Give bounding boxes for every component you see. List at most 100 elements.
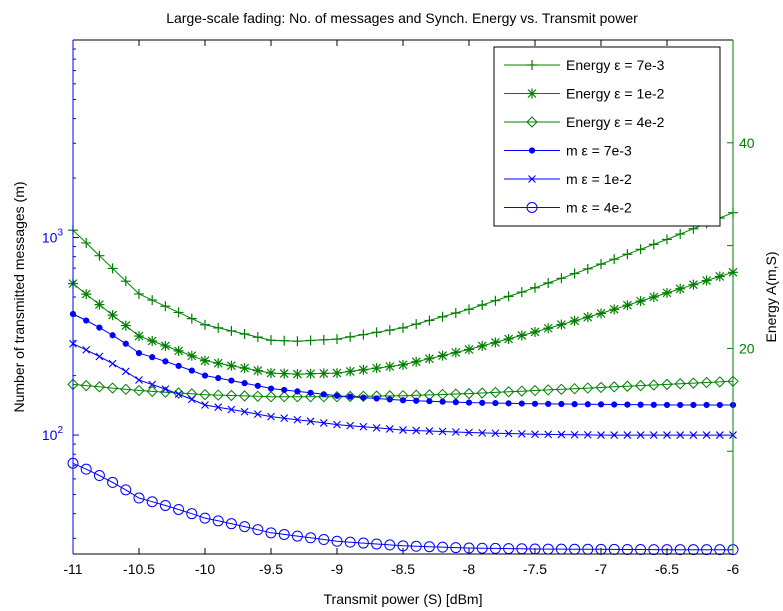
series-point: [450, 308, 461, 319]
series-point: [345, 366, 356, 377]
x-axis-ticks: -11 -10.5 -10 -9.5 -9 -8.5 -8 -7.5 -7 -6.5 -6: [63, 40, 739, 577]
series-point: [503, 333, 514, 344]
legend-entry: m ε = 4e-2: [504, 200, 632, 216]
series-point: [687, 544, 699, 556]
series-point: [635, 296, 646, 307]
legend-entry: Energy ε = 4e-2: [504, 114, 665, 130]
series-point: [318, 368, 329, 379]
series-5: [69, 339, 737, 439]
series-point: [582, 382, 594, 394]
y-left-axis-label: Number of transmitted messages (m): [11, 181, 27, 412]
series-point: [294, 388, 301, 395]
x-tick-label: -7.5: [523, 561, 547, 577]
series-point: [278, 528, 290, 540]
series-point: [621, 380, 634, 392]
series-point: [437, 311, 448, 322]
series-point: [596, 259, 606, 270]
series-point: [384, 325, 395, 336]
series-point: [359, 422, 368, 431]
series-point: [266, 335, 276, 346]
series-point: [530, 326, 540, 337]
legend-entry: Energy ε = 7e-3: [504, 57, 665, 73]
series-point: [611, 401, 618, 408]
series-point: [450, 347, 461, 358]
series-point: [304, 391, 317, 403]
series-point: [492, 399, 499, 407]
series-point: [279, 335, 290, 346]
y-right-tick-label: 40: [739, 135, 755, 151]
series-point: [199, 388, 211, 401]
series-point: [386, 396, 393, 403]
series-point: [225, 518, 237, 530]
series-point: [610, 431, 619, 439]
series-point: [399, 397, 407, 404]
series-point: [662, 287, 672, 298]
series-point: [307, 389, 314, 396]
series-point: [291, 391, 304, 403]
series-point: [173, 307, 184, 318]
series-point: [596, 308, 606, 319]
series-point: [96, 324, 103, 331]
series-point: [265, 391, 277, 403]
series-point: [292, 369, 303, 380]
series-point: [582, 312, 593, 323]
series-point: [160, 340, 171, 351]
series-point: [398, 359, 408, 370]
series-point: [373, 395, 380, 402]
legend-marker: [526, 116, 538, 128]
series-point: [238, 390, 251, 402]
series-point: [676, 431, 685, 439]
series-point: [106, 382, 119, 394]
series-point: [597, 401, 605, 408]
series-point: [624, 401, 631, 408]
series-point: [584, 401, 591, 408]
series-point: [648, 544, 660, 556]
series-point: [133, 492, 145, 504]
x-tick-label: -11: [63, 561, 82, 577]
x-tick-label: -8: [463, 561, 476, 577]
series-point: [609, 254, 620, 265]
x-tick-label: -9: [331, 561, 344, 577]
series-point: [159, 500, 171, 512]
series-point: [94, 299, 105, 310]
series-point: [518, 400, 525, 407]
series-point: [571, 401, 578, 408]
x-tick-label: -8.5: [391, 561, 415, 577]
series-point: [622, 300, 633, 311]
series-point: [503, 291, 514, 302]
series-point: [530, 282, 540, 293]
series-point: [465, 428, 473, 437]
series-point: [318, 534, 330, 546]
series-point: [212, 389, 224, 401]
series-point: [147, 335, 158, 346]
series-point: [703, 401, 710, 409]
series-point: [372, 423, 381, 432]
series-point: [558, 400, 565, 408]
series-point: [252, 332, 263, 343]
series-point: [675, 283, 686, 294]
series-layer: [67, 207, 739, 556]
legend: Energy ε = 7e-3 Energy ε = 1e-2 Energy ε =…: [493, 46, 721, 227]
series-point: [411, 319, 422, 330]
series-point: [253, 410, 262, 419]
series-point: [701, 275, 712, 286]
series-2: [68, 267, 738, 380]
series-point: [635, 244, 646, 255]
series-point: [477, 340, 488, 351]
series-point: [648, 379, 660, 391]
series-point: [476, 387, 488, 399]
legend-label: m ε = 1e-2: [566, 171, 632, 187]
series-point: [357, 390, 370, 403]
series-point: [371, 327, 382, 338]
series-point: [318, 334, 329, 345]
series-point: [650, 401, 657, 408]
y-right-tick-label: 20: [739, 340, 755, 356]
series-point: [215, 374, 222, 382]
series-point: [281, 386, 288, 394]
series-point: [239, 521, 251, 533]
series-point: [413, 397, 420, 404]
series-point: [80, 463, 92, 475]
series-point: [622, 249, 633, 260]
legend-entry: m ε = 7e-3: [504, 143, 632, 159]
